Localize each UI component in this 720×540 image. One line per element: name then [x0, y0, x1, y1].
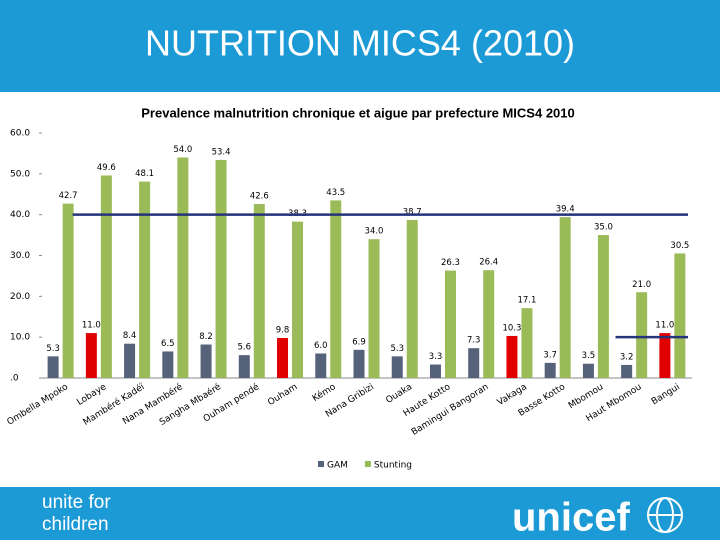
value-label: 38.7: [403, 207, 422, 217]
x-tick-label: Sangha Mbaéré: [158, 381, 224, 428]
value-label: 26.3: [441, 258, 460, 268]
bar: [597, 235, 609, 378]
y-tick-label: 30.0: [10, 251, 30, 261]
value-label: 11.0: [655, 321, 674, 331]
legend-label: Stunting: [374, 461, 412, 471]
bar: [315, 353, 327, 378]
value-label: 5.6: [238, 343, 252, 353]
y-tick-label: 50.0: [10, 169, 30, 179]
value-label: 17.1: [517, 296, 536, 306]
bar: [62, 203, 74, 378]
chart-title: Prevalence malnutrition chronique et aig…: [141, 105, 574, 120]
value-label: 6.0: [314, 341, 328, 351]
bar: [292, 221, 304, 378]
value-label: 42.7: [59, 191, 78, 201]
bar: [124, 343, 136, 378]
bar: [253, 204, 265, 378]
bar: [521, 308, 533, 378]
y-tick-label: 60.0: [10, 129, 30, 139]
bar: [406, 219, 418, 378]
value-label: 11.0: [82, 321, 101, 331]
bar: [636, 292, 648, 378]
value-label: 39.4: [556, 205, 575, 215]
bar: [582, 363, 594, 378]
x-tick-label: Kémo: [310, 381, 338, 404]
y-tick-label: 20.0: [10, 292, 30, 302]
y-tick-label: 10.0: [10, 333, 30, 343]
bar: [674, 253, 686, 378]
value-label: 53.4: [212, 147, 231, 157]
bar: [177, 157, 189, 378]
value-label: 35.0: [594, 223, 613, 233]
value-label: 5.3: [390, 344, 404, 354]
legend-label: GAM: [327, 461, 348, 471]
value-label: 30.5: [670, 241, 689, 251]
x-tick-label: Ouham: [266, 382, 299, 408]
value-label: 8.2: [199, 332, 213, 342]
value-label: 21.0: [632, 280, 651, 290]
bar: [368, 239, 380, 378]
bar: [468, 348, 480, 378]
bar: [215, 159, 227, 378]
bar: [506, 335, 518, 378]
bar: [47, 356, 59, 378]
bar: [238, 355, 250, 378]
logo-globe: [647, 497, 683, 533]
bar: [330, 200, 342, 378]
bar: [483, 270, 495, 378]
bar: [139, 181, 151, 378]
value-label: 8.4: [123, 331, 137, 341]
header-band: [0, 0, 720, 92]
x-tick-label: Bangui: [650, 382, 682, 407]
legend-swatch: [364, 461, 371, 467]
value-label: 54.0: [173, 145, 192, 155]
x-tick-label: Ombella Mpoko: [5, 382, 70, 428]
x-tick-label: Lobaye: [75, 382, 108, 408]
bar: [162, 351, 174, 378]
bar: [100, 175, 112, 378]
x-tick-label: Ouaka: [384, 382, 414, 406]
bar: [659, 333, 671, 378]
value-label: 43.5: [326, 188, 345, 198]
bar: [353, 349, 365, 378]
value-label: 3.7: [543, 350, 557, 360]
value-label: 3.2: [620, 352, 634, 362]
logo-text: unicef: [512, 496, 630, 540]
value-label: 34.0: [365, 227, 384, 237]
bar: [391, 356, 403, 378]
value-label: 10.3: [502, 323, 521, 333]
value-label: 3.5: [582, 351, 596, 361]
value-label: 7.3: [467, 336, 481, 346]
x-tick-label: Mambéré Kadéï: [81, 381, 147, 428]
value-label: 42.6: [250, 192, 269, 202]
bar: [85, 333, 97, 378]
value-label: 48.1: [135, 169, 154, 179]
y-tick-label: 40.0: [10, 210, 30, 220]
footer-band: [0, 487, 720, 540]
tagline: children: [42, 514, 109, 535]
y-tick-label: .0: [10, 374, 19, 384]
bar: [559, 217, 571, 378]
bar: [544, 362, 556, 378]
tagline: unite for: [42, 492, 111, 513]
value-label: 26.4: [479, 258, 498, 268]
bar: [444, 270, 456, 378]
bar: [277, 337, 289, 378]
slide-title: NUTRITION MICS4 (2010): [145, 23, 575, 64]
x-tick-label: Vakaga: [496, 382, 529, 408]
value-label: 6.9: [352, 337, 366, 347]
value-label: 3.3: [429, 352, 443, 362]
value-label: 49.6: [97, 163, 116, 173]
bar: [200, 344, 212, 378]
value-label: 6.5: [161, 339, 175, 349]
value-label: 5.3: [46, 344, 60, 354]
bar: [429, 364, 441, 378]
value-label: 9.8: [276, 325, 290, 335]
bar: [621, 364, 633, 378]
legend-swatch: [318, 461, 324, 467]
